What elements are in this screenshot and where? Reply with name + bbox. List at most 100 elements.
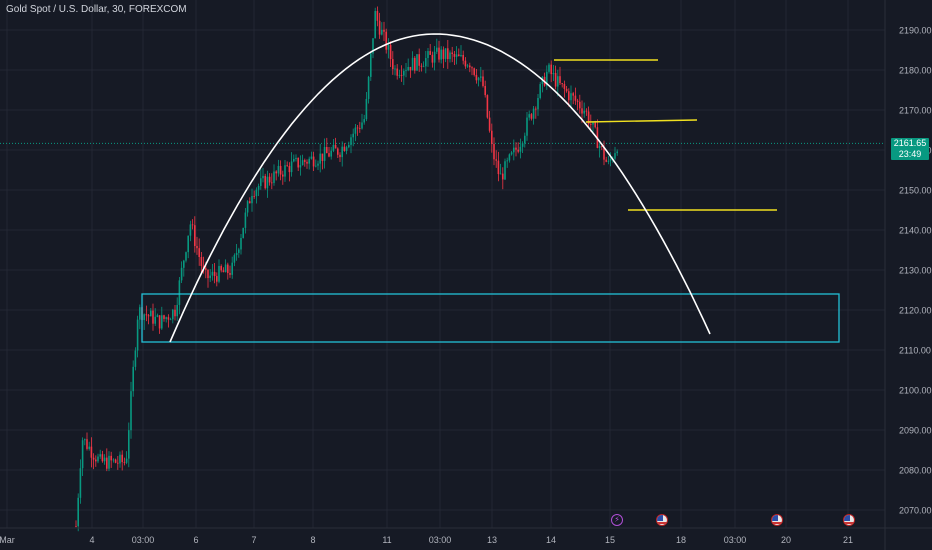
candle-body	[163, 315, 165, 319]
candle-body	[480, 76, 482, 78]
symbol-title[interactable]: Gold Spot / U.S. Dollar, 30, FOREXCOM	[6, 4, 187, 15]
candle-body	[389, 45, 392, 60]
us-flag-icon[interactable]	[843, 514, 855, 526]
candle-body	[420, 65, 423, 67]
x-tick-label: 03:00	[429, 535, 452, 545]
candle-body	[570, 93, 572, 101]
candle-body	[572, 93, 574, 96]
candle-body	[504, 161, 506, 180]
candle-body	[125, 458, 128, 463]
candle-body	[482, 76, 484, 86]
candle-body	[429, 51, 431, 55]
y-tick-label: 2190.00	[899, 26, 932, 36]
candle-body	[398, 74, 401, 76]
candle-body	[117, 462, 119, 464]
candle-body	[374, 10, 376, 39]
candle-body	[546, 71, 548, 86]
candle-body	[277, 165, 280, 174]
candle-body	[502, 173, 504, 180]
candle-body	[471, 67, 473, 69]
candle-body	[460, 55, 462, 57]
candle-body	[574, 95, 577, 101]
current-price-tag: 2161.65 23:49	[891, 138, 929, 160]
x-tick-label: 03:00	[724, 535, 747, 545]
candle-body	[576, 100, 579, 102]
candle-body	[262, 175, 264, 179]
candle-body	[205, 268, 207, 270]
candle-body	[306, 161, 308, 164]
candle-body	[506, 160, 508, 162]
candle-body	[84, 439, 86, 441]
candle-body	[345, 147, 348, 151]
candle-body	[425, 58, 427, 67]
y-tick-label: 2140.00	[899, 226, 932, 236]
candle-body	[392, 59, 394, 70]
candle-body	[255, 189, 258, 197]
candle-body	[605, 159, 607, 162]
candle-body	[112, 459, 115, 461]
candle-body	[323, 147, 326, 161]
candle-body	[330, 150, 332, 157]
candle-body	[552, 72, 555, 75]
candle-body	[227, 264, 229, 274]
candle-body	[297, 157, 299, 168]
candle-body	[101, 454, 104, 462]
candle-body	[409, 66, 412, 71]
candle-body	[568, 91, 570, 101]
candle-body	[99, 454, 101, 457]
lightning-icon[interactable]: ⚡	[611, 514, 623, 526]
candle-body	[264, 175, 266, 189]
us-flag-icon[interactable]	[656, 514, 668, 526]
candle-body	[477, 77, 480, 81]
candle-body	[77, 497, 79, 527]
candle-body	[473, 68, 475, 75]
y-tick-label: 2180.00	[899, 66, 932, 76]
candle-body	[519, 146, 522, 152]
candle-body	[499, 173, 502, 175]
candle-body	[513, 147, 515, 153]
candle-body	[251, 195, 253, 204]
candle-body	[139, 307, 141, 320]
candle-body	[609, 159, 612, 161]
candle-body	[191, 224, 194, 226]
candle-body	[378, 20, 381, 35]
candle-body	[273, 171, 275, 183]
candle-body	[233, 255, 236, 263]
candle-body	[222, 270, 225, 273]
us-flag-icon[interactable]	[771, 514, 783, 526]
candle-body	[242, 227, 244, 238]
candle-body	[418, 54, 420, 66]
candle-body	[158, 315, 161, 329]
candle-body	[350, 137, 352, 145]
candle-body	[442, 49, 445, 59]
candle-body	[134, 350, 137, 367]
candle-body	[218, 266, 220, 282]
candle-body	[433, 51, 436, 63]
candle-body	[244, 212, 247, 228]
x-tick-label: 11	[382, 535, 391, 545]
candle-body	[88, 446, 90, 449]
candle-body	[484, 85, 486, 96]
x-tick-label: 13	[487, 535, 497, 545]
candle-body	[136, 319, 139, 351]
candle-body	[279, 165, 282, 175]
candle-body	[535, 108, 537, 110]
candle-body	[143, 314, 145, 321]
candle-body	[539, 84, 541, 99]
candle-body	[198, 248, 200, 258]
candle-body	[268, 176, 271, 183]
candle-body	[321, 153, 324, 161]
candle-body	[92, 457, 95, 460]
candle-body	[405, 70, 407, 72]
candle-body	[361, 122, 363, 129]
candle-body	[616, 151, 618, 154]
candle-body	[326, 147, 328, 154]
candle-body	[235, 252, 238, 256]
candle-body	[436, 47, 438, 52]
candle-body	[565, 88, 568, 92]
candle-body	[293, 158, 295, 162]
candle-body	[121, 454, 123, 463]
candle-body	[367, 76, 370, 99]
x-tick-label: 6	[193, 535, 198, 545]
